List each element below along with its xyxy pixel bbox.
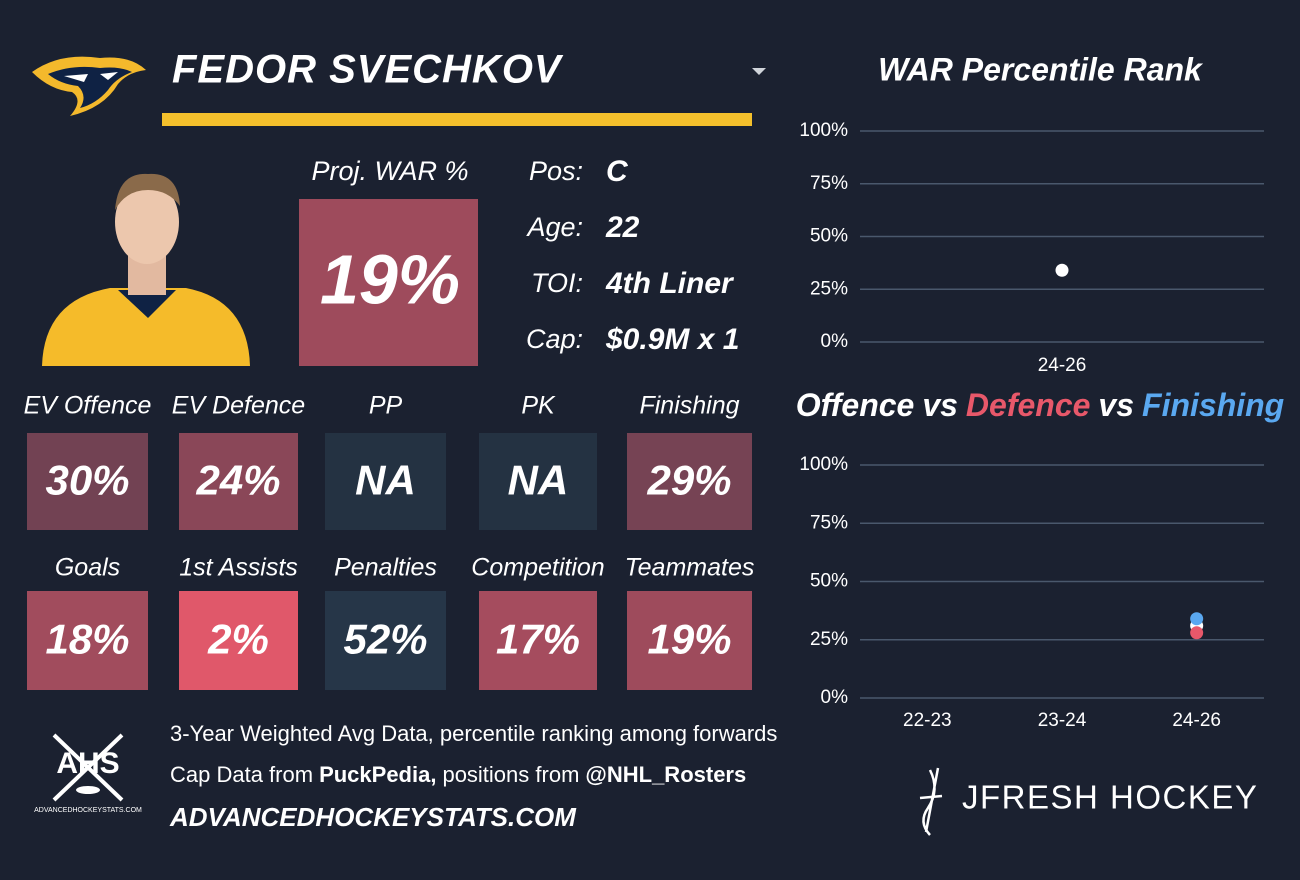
bio-value: $0.9M x 1 [605,323,739,356]
y-tick-label: 25% [810,278,848,299]
accent-bar [162,113,752,126]
credit-part: Cap Data from [170,762,313,787]
title-separator: vs [1098,387,1134,423]
player-name: FEDOR SVECHKOV [172,48,564,92]
tile-label: EV Offence [24,392,152,420]
legend-entry: Finishing [1142,387,1284,423]
proj-war-label: Proj. WAR % [311,156,468,186]
credit-part: @NHL_Rosters [585,762,746,787]
tile-box [27,591,148,690]
tile-box [627,433,752,530]
y-tick-label: 75% [810,173,848,194]
tile-value: 52% [343,616,427,663]
team-logo [32,56,146,116]
tile-value: 19% [647,616,731,663]
bio: Pos: C Age: 22 TOI: 4th Liner Cap: $0.9M x 1 [525,155,739,356]
tile-label: Finishing [639,392,739,420]
y-tick-label: 75% [810,512,848,533]
point [1190,612,1204,626]
tile-box [325,433,446,530]
x-tick-label: 23-24 [1038,710,1087,731]
tile-value: 30% [45,457,129,504]
tile-label: Teammates [625,554,755,582]
chart-title: WAR Percentile Rank [878,51,1204,87]
y-tick-label: 50% [810,226,848,247]
footer-note: 3-Year Weighted Avg Data, percentile ran… [170,721,777,746]
title-separator: vs [922,387,958,423]
tile-label: PP [369,392,403,420]
bio-value: 22 [605,211,640,244]
chart-title: Offence vs Defence vs Finishing [796,387,1284,423]
tile-label: Goals [55,554,120,582]
dropdown-arrow[interactable] [752,68,766,75]
tile-box [179,591,298,690]
tile-value: 2% [207,616,269,663]
brand: JFRESH HOCKEY [962,779,1258,816]
tile-box [325,591,446,690]
charts: WAR Percentile Rank 0% 25% 50% 75% 100% 24-26 O… [796,51,1284,731]
tile-label: Competition [471,554,604,582]
bio-value: 4th Liner [605,267,735,300]
tile-label: Penalties [334,554,437,582]
point [1055,263,1069,277]
y-tick-label: 0% [821,331,849,352]
tile-box [627,591,752,690]
ahs-logo-text: AHS [56,747,119,780]
footer-site: ADVANCEDHOCKEYSTATS.COM [169,802,577,832]
tiles: EV Offence 30% EV Defence 24% PP NA PK NA Finish… [24,392,755,690]
brand-mark [919,767,943,836]
footer-credits: Cap Data from PuckPedia, positions from @NH… [170,762,746,787]
tile-value: 29% [646,457,731,504]
tile-value: 17% [496,616,580,663]
credit-part: positions from [442,762,579,787]
tile-value: 24% [195,457,280,504]
y-tick-label: 100% [799,120,848,141]
tile-box [479,591,597,690]
tile-label: PK [521,392,556,420]
bio-label: TOI: [531,268,583,298]
proj-war-box [299,199,478,366]
x-tick-label: 24-26 [1038,355,1087,376]
tile-label: 1st Assists [179,554,298,582]
point [1190,626,1204,640]
legend-entry: Defence [966,387,1091,423]
proj-war-value: 19% [320,240,460,318]
bio-label: Age: [525,212,583,242]
tile-box [179,433,298,530]
tile-label: EV Defence [172,392,305,420]
tile-value: NA [508,457,569,504]
x-tick-label: 22-23 [903,710,952,731]
tile-box [479,433,597,530]
legend-entry: Offence [796,387,915,423]
ahs-logo: AHS ADVANCEDHOCKEYSTATS.COM [34,733,142,814]
y-tick-label: 100% [799,454,848,475]
tile-value: NA [355,457,416,504]
y-tick-label: 0% [821,687,849,708]
x-tick-label: 24-26 [1172,710,1221,731]
credit-part: PuckPedia, [319,762,436,787]
ahs-logo-caption: ADVANCEDHOCKEYSTATS.COM [34,807,142,814]
player-photo [42,173,250,366]
tile-value: 18% [45,616,129,663]
tile-box [27,433,148,530]
y-tick-label: 25% [810,629,848,650]
bio-label: Pos: [529,156,583,186]
bio-value: C [606,155,629,188]
bio-label: Cap: [526,324,583,354]
y-tick-label: 50% [810,571,848,592]
